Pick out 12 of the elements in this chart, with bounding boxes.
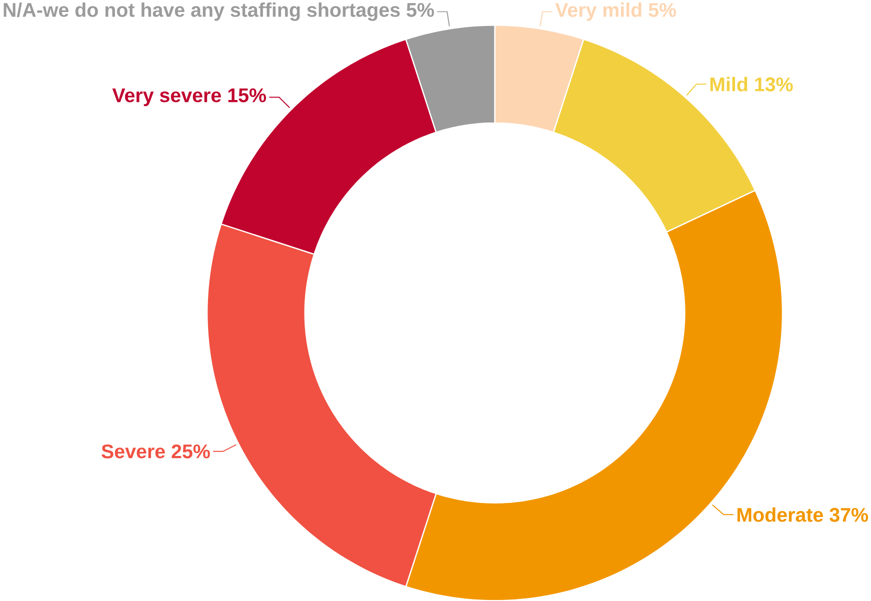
data-label: 5% <box>648 2 676 17</box>
slice-label: Moderate <box>737 507 823 522</box>
slice-label: Very mild <box>555 2 642 21</box>
slice-label: Severe <box>102 444 165 458</box>
data-label: 37% <box>830 508 868 522</box>
data-label: 15% <box>228 88 266 102</box>
data-label: 25% <box>172 444 210 458</box>
slice-label: Mild <box>710 76 748 92</box>
slice-label: Very severe <box>112 88 221 106</box>
data-label: 5% <box>406 2 434 17</box>
slice-label: N/A-we do not have any staffing shortages <box>4 2 400 21</box>
data-label: 13% <box>755 77 793 92</box>
